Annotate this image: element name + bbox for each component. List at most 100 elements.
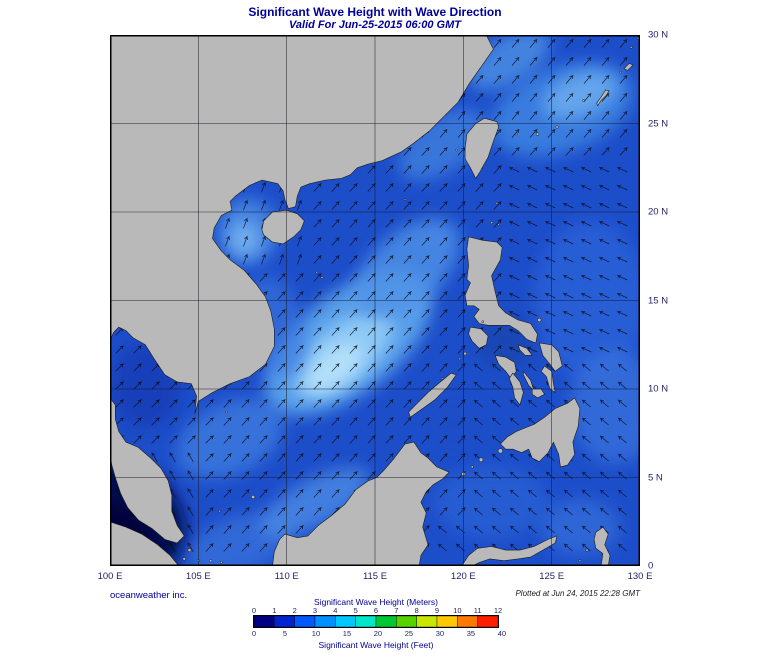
meters-tick: 7 [394, 606, 399, 615]
island-dot [187, 548, 192, 552]
island-dot [629, 46, 633, 49]
land-polygon [468, 326, 489, 349]
feet-tick: 30 [435, 629, 445, 638]
island-dot [535, 132, 540, 136]
lon-label: 105 E [185, 571, 211, 582]
colorbar-title-feet: Significant Wave Height (Feet) [318, 640, 434, 650]
island-dot [490, 221, 493, 224]
island-dot [225, 410, 228, 414]
credit-text: oceanweather inc. [110, 590, 188, 601]
island-dot [218, 509, 221, 513]
land-polygon [110, 35, 494, 415]
island-dot [495, 201, 499, 205]
land-polygon [110, 397, 185, 544]
meters-tick: 10 [453, 606, 462, 615]
lat-label: 20 N [648, 206, 669, 218]
colorbar-segment [274, 615, 295, 628]
colorbar-segment [375, 615, 397, 628]
island-dot [585, 548, 589, 552]
lon-label: 130 E [627, 571, 653, 582]
lat-label: 25 N [648, 118, 669, 129]
plotted-timestamp: Plotted at Jun 24, 2015 22:28 GMT [515, 589, 640, 598]
land-polygon [523, 371, 535, 392]
meters-tick: 9 [434, 606, 440, 615]
chart-title: Significant Wave Height with Wave Direct… [248, 5, 502, 19]
land-polygon [539, 342, 563, 372]
island-dot [403, 198, 407, 201]
lat-label: 10 N [648, 383, 669, 395]
island-dot [515, 132, 518, 136]
island-dot [470, 465, 474, 469]
island-dot [440, 377, 444, 380]
lon-label: 110 E [274, 571, 299, 582]
land-polygon [500, 397, 581, 468]
colorbar-segment [335, 615, 356, 628]
lat-label: 0 [648, 560, 654, 572]
wave-height-shade [398, 108, 486, 181]
colorbar-segment [457, 615, 478, 628]
island-dot [497, 223, 500, 226]
colorbar-segment [416, 615, 438, 628]
island-dot [478, 457, 484, 463]
lon-label: 100 E [97, 571, 123, 582]
feet-tick: 25 [404, 629, 414, 638]
wave-height-shade [569, 350, 640, 464]
colorbar-segment [314, 615, 336, 628]
meters-tick: 3 [312, 606, 318, 615]
feet-tick: 15 [342, 629, 352, 638]
land-polygon [261, 209, 305, 245]
feet-tick: 40 [497, 629, 507, 638]
island-dot [555, 125, 559, 129]
island-dot [619, 71, 622, 74]
wave-height-shade [542, 71, 618, 120]
meters-tick: 0 [251, 606, 257, 615]
island-dot [458, 357, 462, 361]
colorbar-title-meters: Significant Wave Height (Meters) [314, 597, 438, 607]
wave-height-shade [305, 342, 364, 393]
colorbar-segment [253, 615, 275, 628]
feet-tick: 10 [311, 629, 321, 638]
lon-label: 125 E [539, 571, 565, 582]
land-polygon [623, 63, 634, 71]
feet-tick: 35 [466, 629, 476, 638]
colorbar-segment [294, 615, 316, 628]
colorbar-segment [436, 615, 458, 628]
meters-tick: 11 [473, 606, 482, 615]
meters-tick: 12 [493, 606, 503, 615]
colorbar-gradient [253, 615, 499, 628]
meters-tick: 8 [414, 606, 419, 615]
meters-tick: 1 [272, 606, 277, 615]
island-dot [582, 99, 585, 102]
land-polygon [408, 372, 457, 418]
island-dot [537, 317, 542, 323]
meters-tick: 4 [333, 606, 338, 615]
lat-label: 5 N [648, 472, 663, 483]
meters-tick: 6 [373, 606, 379, 615]
lat-label: 15 N [648, 295, 669, 306]
feet-tick: 5 [282, 629, 288, 638]
map-border [110, 35, 640, 566]
island-dot [315, 271, 318, 274]
lon-label: 120 E [450, 571, 476, 582]
wave-height-shade [353, 218, 460, 319]
island-dot [481, 320, 485, 323]
island-dot [182, 557, 186, 561]
island-dot [455, 148, 458, 152]
island-dot [251, 495, 256, 499]
land-polygon [464, 236, 538, 344]
land-polygon [110, 521, 180, 566]
meters-tick: 5 [353, 606, 358, 615]
land-polygon [517, 344, 533, 356]
feet-tick: 0 [251, 629, 257, 638]
island-dot [219, 561, 223, 564]
lon-label: 115 E [362, 571, 388, 582]
meters-tick: 2 [292, 606, 297, 615]
wave-height-shade [422, 399, 487, 450]
island-dot [497, 448, 503, 454]
lat-label: 30 N [648, 29, 669, 41]
land-polygon [272, 441, 450, 566]
